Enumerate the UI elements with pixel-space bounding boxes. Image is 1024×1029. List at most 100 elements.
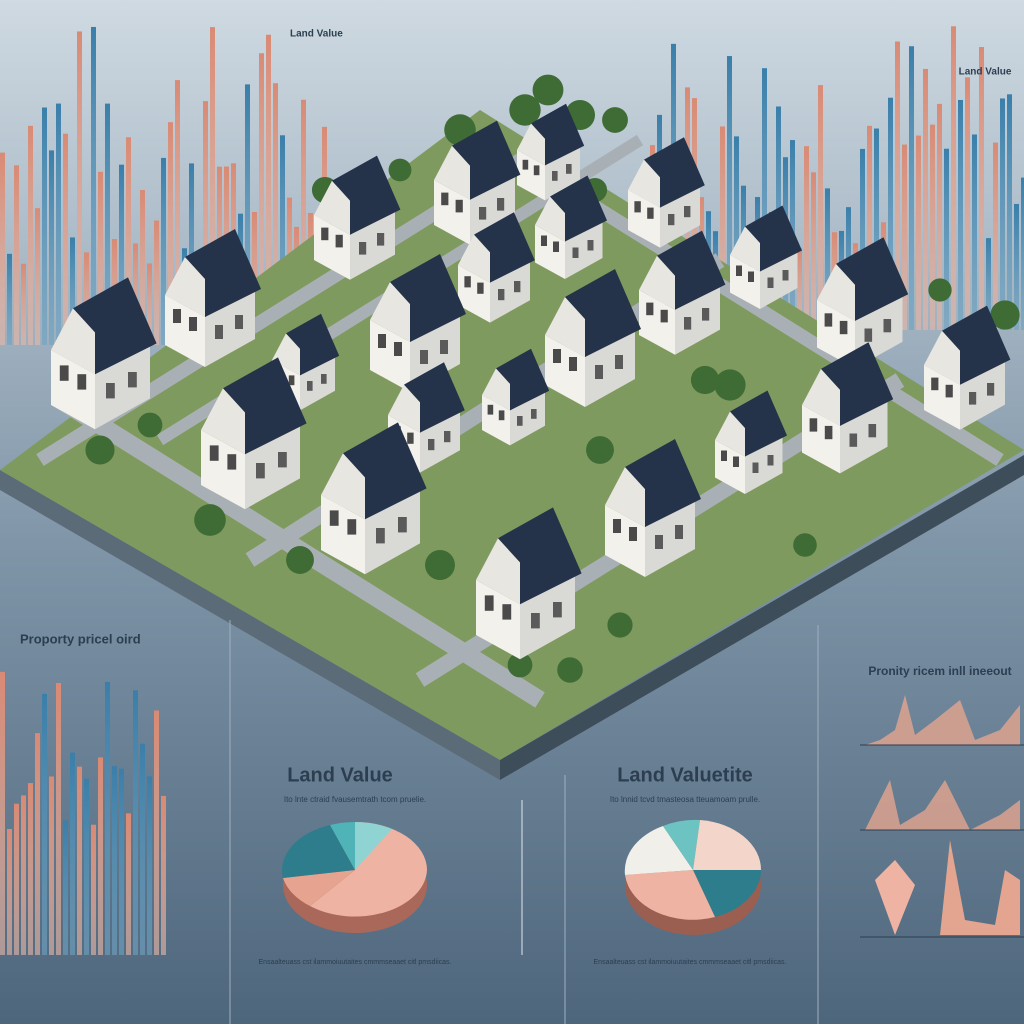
window	[502, 604, 512, 620]
house-wall	[420, 410, 460, 473]
houses	[51, 74, 1020, 683]
tree	[286, 546, 314, 574]
bar	[1014, 203, 1019, 330]
window	[378, 334, 386, 348]
house	[201, 357, 307, 510]
window	[335, 234, 343, 248]
note: Ensaalteuass cst ilammoiuutaites cmmmsea…	[594, 959, 787, 966]
window	[767, 455, 774, 466]
house	[434, 120, 521, 245]
house-roof	[321, 453, 365, 520]
house-roof	[343, 422, 427, 520]
window	[655, 535, 663, 549]
bar	[14, 803, 19, 955]
bar	[147, 263, 152, 345]
bar	[140, 743, 145, 955]
window	[572, 247, 579, 258]
window	[613, 519, 621, 533]
house-wall	[585, 329, 635, 407]
tree	[194, 504, 226, 536]
bar	[21, 263, 26, 345]
tree	[388, 158, 412, 182]
house	[628, 137, 705, 248]
window	[824, 425, 833, 440]
house-wall	[300, 355, 335, 411]
window	[733, 456, 739, 467]
window	[278, 452, 287, 468]
note: Ensaalteuass cst ilammoiuutaites cmmmsea…	[259, 959, 452, 966]
window	[748, 271, 754, 282]
mini-charts	[860, 695, 1024, 938]
caption: Ito lnnid tcvd tmasteosa tteuamoam prull…	[610, 795, 760, 804]
house-roof	[498, 507, 582, 605]
house	[924, 305, 1011, 430]
window	[782, 270, 789, 281]
bar	[888, 97, 893, 330]
window	[595, 365, 603, 379]
house-wall	[645, 499, 695, 577]
area	[940, 840, 1020, 935]
tree	[137, 412, 163, 438]
bar	[49, 776, 54, 955]
house-wall	[365, 488, 420, 575]
tree	[793, 533, 817, 557]
house	[458, 212, 535, 323]
bar	[7, 829, 12, 955]
bar	[28, 783, 33, 955]
house-roof	[715, 411, 745, 457]
house-wall	[760, 250, 798, 309]
house-roof	[531, 103, 585, 166]
window	[407, 432, 414, 444]
window	[484, 595, 494, 611]
house	[605, 439, 701, 577]
house	[639, 230, 726, 355]
bar	[154, 710, 159, 955]
house-wall	[660, 185, 700, 248]
pie-slice	[282, 825, 355, 878]
bar	[930, 124, 935, 330]
house	[321, 422, 427, 575]
window	[541, 235, 547, 246]
window	[553, 349, 561, 363]
window	[615, 355, 623, 369]
tree	[532, 74, 564, 106]
window	[931, 377, 939, 391]
window	[752, 462, 759, 473]
bar	[811, 172, 816, 330]
pie-slice	[625, 870, 715, 920]
area	[875, 860, 915, 935]
house-wall	[840, 399, 888, 474]
window	[668, 214, 675, 226]
bar	[203, 101, 208, 345]
house-roof	[458, 234, 490, 283]
bar	[140, 190, 145, 345]
window	[444, 431, 451, 443]
house-wall	[745, 435, 783, 494]
house	[730, 205, 802, 309]
window	[398, 517, 407, 533]
house-roof	[821, 342, 894, 426]
window	[945, 384, 953, 398]
window	[498, 289, 505, 301]
house-roof	[550, 175, 607, 242]
board-side	[0, 470, 500, 780]
window	[441, 192, 449, 206]
window	[517, 416, 523, 426]
pie-slice	[330, 822, 355, 870]
bar	[259, 53, 264, 345]
window	[464, 276, 471, 288]
bar	[958, 99, 963, 330]
bar	[986, 238, 991, 330]
house-roof	[730, 390, 787, 457]
house-wall	[205, 289, 255, 367]
bar	[161, 157, 166, 345]
tree	[990, 300, 1020, 330]
house-roof	[535, 196, 565, 242]
house-roof	[370, 282, 410, 342]
bar	[1007, 94, 1012, 330]
bar	[1000, 98, 1005, 330]
window	[969, 392, 977, 405]
window	[77, 374, 87, 390]
house-roof	[73, 277, 157, 375]
bar	[119, 164, 124, 345]
